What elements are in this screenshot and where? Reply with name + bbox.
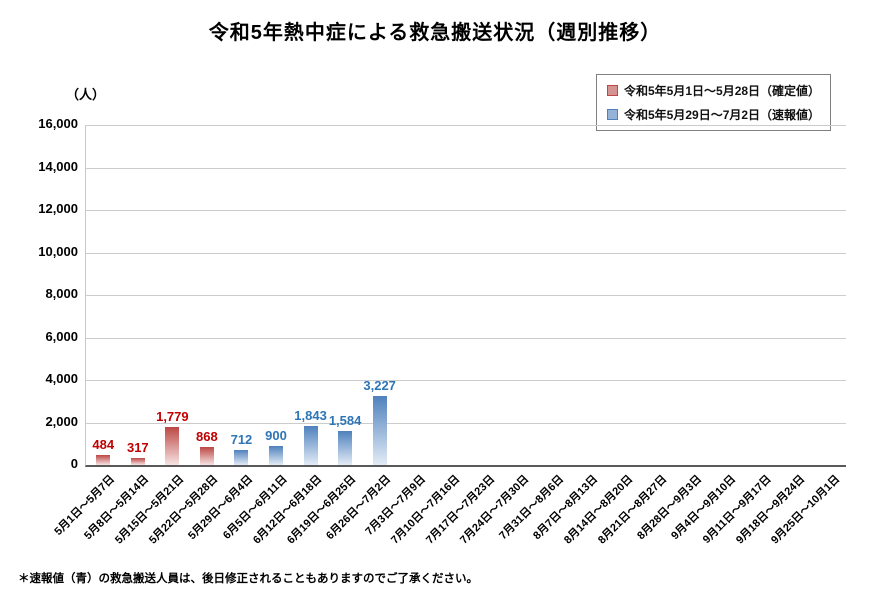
bar	[372, 396, 387, 465]
y-tick-label: 16,000	[38, 116, 78, 131]
bar-value-label: 712	[230, 431, 253, 447]
bar	[234, 449, 249, 465]
y-tick-label: 14,000	[38, 158, 78, 174]
bar-slot: 900	[259, 125, 294, 465]
legend: 令和5年5月1日～5月28日（確定値） 令和5年5月29日～7月2日（速報値）	[596, 74, 832, 131]
legend-label: 令和5年5月1日～5月28日（確定値）	[624, 84, 821, 98]
bar	[269, 445, 283, 465]
bar-slot: 317	[121, 125, 156, 465]
gridline	[86, 167, 846, 169]
bar	[96, 454, 111, 465]
footnote: ＊速報値（青）の救急搬送人員は、後日修正されることもありますのでご了承ください。	[18, 573, 478, 585]
gridline	[86, 380, 846, 381]
legend-marker	[607, 85, 618, 96]
bar-value-label: 484	[92, 436, 115, 452]
bar-slot: 3,227	[362, 125, 397, 465]
bar-value-label: 3,227	[363, 378, 396, 394]
y-tick-label: 8,000	[45, 286, 78, 301]
bar-value-label: 1,779	[156, 409, 189, 425]
legend-item: 令和5年5月1日～5月28日（確定値）	[607, 82, 820, 99]
bar-slot: 712	[224, 125, 259, 465]
bar-slot: 1,779	[155, 125, 190, 465]
bar-value-label: 868	[196, 428, 218, 444]
y-axis-labels: 0 2,000 4,000 6,000 8,000 10,000 12,000 14,000 1…	[0, 0, 78, 606]
gridline	[86, 125, 846, 126]
bar-value-label: 1,843	[294, 407, 327, 423]
bar-slot: 1,584	[328, 125, 363, 465]
chart-title: 令和5年熱中症による救急搬送状況（週別推移）	[208, 22, 662, 44]
gridline	[86, 295, 846, 296]
gridline	[86, 210, 846, 211]
bar-slot: 1,843	[293, 125, 328, 465]
bars: 484 317 1,779 868 712 900 1,843 1,584 3,227	[86, 125, 846, 465]
bar	[303, 425, 318, 465]
y-tick-label: 6,000	[45, 328, 78, 344]
plot-area: 484 317 1,779 868 712 900 1,843 1,584 3,227	[85, 125, 846, 467]
bar-value-label: 900	[265, 427, 287, 443]
bar-slot: 484	[86, 125, 121, 465]
legend-item: 令和5年5月29日～7月2日（速報値）	[607, 106, 820, 123]
bar	[338, 431, 353, 465]
y-tick-label: 0	[70, 456, 78, 471]
y-tick-label: 2,000	[45, 413, 78, 429]
y-tick-label: 10,000	[38, 243, 78, 259]
bar	[165, 427, 180, 465]
bar	[130, 458, 145, 465]
gridline	[86, 422, 846, 424]
legend-marker	[607, 109, 618, 120]
bar-value-label: 1,584	[328, 413, 362, 429]
gridline	[86, 252, 846, 254]
y-tick-label: 12,000	[38, 201, 78, 216]
bar-value-label: 317	[126, 440, 149, 456]
bar	[199, 446, 214, 465]
y-tick-label: 4,000	[45, 371, 78, 386]
legend-label: 令和5年5月29日～7月2日（速報値）	[624, 108, 821, 122]
bar-slot: 868	[190, 125, 225, 465]
gridline	[86, 337, 846, 339]
y-axis-unit-label: （人）	[66, 87, 106, 102]
